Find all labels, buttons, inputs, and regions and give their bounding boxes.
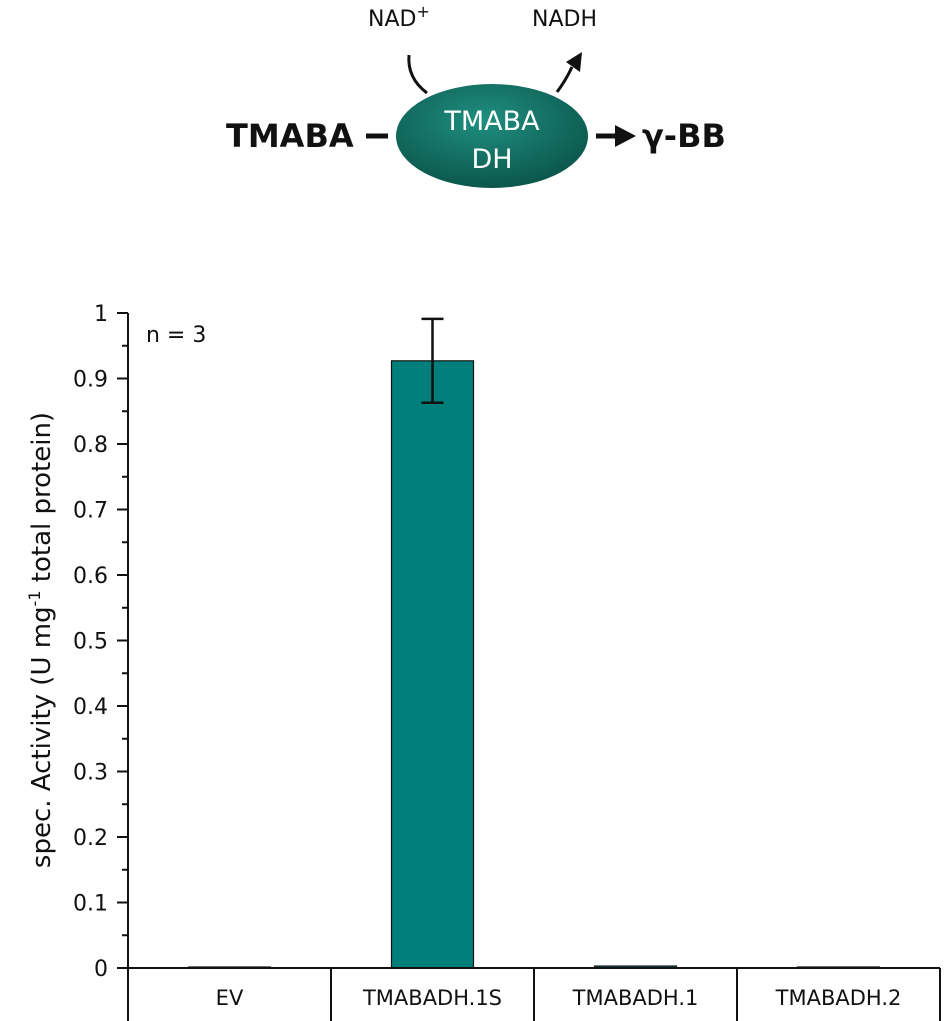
y-tick-label: 0: [94, 957, 108, 982]
y-tick-label: 1: [94, 302, 108, 327]
y-tick-label: 0.8: [73, 433, 108, 458]
category-label: TMABADH.2: [775, 986, 902, 1010]
scheme-product: γ-BB: [642, 117, 726, 155]
y-tick-label: 0.6: [73, 564, 108, 589]
y-axis-title-prefix: spec. Activity (U mg: [27, 606, 57, 868]
y-axis-ticks: 0 0.1 0.2 0.3 0.4 0.5 0.6 0.7 0.8 0.9 1: [73, 302, 128, 982]
y-tick-label: 0.7: [73, 499, 108, 524]
cofactor-in-arc: [407, 54, 428, 95]
n-annotation: n = 3: [146, 323, 206, 348]
category-label: TMABADH.1: [572, 986, 699, 1010]
enzyme-ellipse: [396, 84, 588, 188]
cofactor-out-arrow-head: [566, 52, 582, 72]
category-label: TMABADH.1S: [362, 986, 502, 1010]
scheme-cofactor-in-sup: +: [416, 2, 429, 21]
scheme-cofactor-in-text: NAD: [368, 7, 416, 32]
enzyme-label-line2: DH: [471, 144, 512, 175]
y-axis-title-sup: -1: [25, 590, 44, 606]
y-tick-label: 0.9: [73, 368, 108, 393]
scheme-cofactor-in: NAD+: [368, 2, 430, 32]
bar-chart: 0 0.1 0.2 0.3 0.4 0.5 0.6 0.7 0.8 0.9 1 EV TMABADH.…: [25, 302, 941, 1021]
y-tick-label: 0.4: [73, 695, 108, 720]
bar: [390, 360, 475, 969]
y-tick-label: 0.2: [73, 826, 108, 851]
y-tick-label: 0.3: [73, 761, 108, 786]
y-axis-title-suffix: total protein): [27, 412, 57, 591]
reaction-scheme: NAD+ NADH TMABA TMABA DH γ-BB: [226, 2, 726, 188]
y-tick-label: 0.1: [73, 892, 108, 917]
product-arrow-head: [615, 125, 636, 147]
scheme-substrate: TMABA: [226, 117, 354, 155]
bars: [187, 317, 881, 969]
enzyme-label-line1: TMABA: [443, 106, 540, 137]
category-label: EV: [216, 986, 244, 1010]
scheme-cofactor-out: NADH: [532, 7, 597, 32]
y-axis-title: spec. Activity (U mg-1 total protein): [25, 412, 57, 868]
cofactor-out-arrow-line: [555, 66, 574, 93]
y-tick-label: 0.5: [73, 630, 108, 655]
category-labels: EV TMABADH.1S TMABADH.1 TMABADH.2: [216, 968, 902, 1021]
